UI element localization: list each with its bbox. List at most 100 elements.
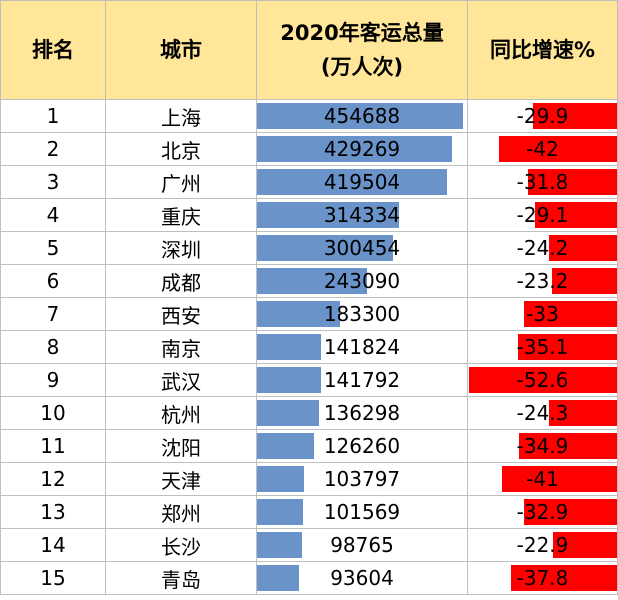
volume-bar xyxy=(257,466,304,492)
table-body: 1 上海 454688 -29.9 2 北京 429269 -42 3 广州 419504 -31.8… xyxy=(0,99,618,595)
growth-cell: -23.2 xyxy=(467,264,618,298)
volume-bar xyxy=(257,202,400,228)
table-row: 1 上海 454688 -29.9 xyxy=(0,99,618,133)
rank-cell: 1 xyxy=(0,99,106,133)
volume-value: 454688 xyxy=(323,104,401,128)
volume-value: 98765 xyxy=(330,533,394,557)
volume-value: 136298 xyxy=(323,401,401,425)
volume-cell: 126260 xyxy=(256,429,468,463)
rank-cell: 2 xyxy=(0,132,106,166)
city-cell: 成都 xyxy=(105,264,257,298)
header-volume-line1: 2020年客运总量 xyxy=(280,21,444,45)
volume-cell: 98765 xyxy=(256,528,468,562)
growth-value: -35.1 xyxy=(516,335,569,359)
rank-cell: 12 xyxy=(0,462,106,496)
volume-cell: 136298 xyxy=(256,396,468,430)
growth-cell: -35.1 xyxy=(467,330,618,364)
city-cell: 青岛 xyxy=(105,561,257,595)
volume-value: 101569 xyxy=(323,500,401,524)
volume-value: 243090 xyxy=(323,269,401,293)
growth-bar xyxy=(524,499,617,525)
growth-value: -24.3 xyxy=(516,401,569,425)
growth-cell: -41 xyxy=(467,462,618,496)
volume-value: 183300 xyxy=(323,302,401,326)
header-city: 城市 xyxy=(105,0,257,100)
growth-value: -37.8 xyxy=(516,566,569,590)
growth-value: -22.9 xyxy=(516,533,569,557)
table-row: 13 郑州 101569 -32.9 xyxy=(0,495,618,529)
volume-cell: 243090 xyxy=(256,264,468,298)
growth-cell: -24.3 xyxy=(467,396,618,430)
growth-bar xyxy=(535,202,617,228)
growth-cell: -24.2 xyxy=(467,231,618,265)
volume-cell: 300454 xyxy=(256,231,468,265)
volume-bar xyxy=(257,565,300,591)
city-cell: 南京 xyxy=(105,330,257,364)
growth-cell: -33 xyxy=(467,297,618,331)
growth-cell: -37.8 xyxy=(467,561,618,595)
growth-bar xyxy=(548,235,617,261)
volume-bar xyxy=(257,301,340,327)
growth-value: -24.2 xyxy=(516,236,569,260)
volume-cell: 141792 xyxy=(256,363,468,397)
header-rank: 排名 xyxy=(0,0,106,100)
volume-bar xyxy=(257,433,315,459)
growth-bar xyxy=(552,532,617,558)
rank-cell: 5 xyxy=(0,231,106,265)
city-cell: 广州 xyxy=(105,165,257,199)
city-cell: 上海 xyxy=(105,99,257,133)
growth-value: -33 xyxy=(526,302,559,326)
growth-value: -29.1 xyxy=(516,203,569,227)
growth-value: -52.6 xyxy=(516,368,569,392)
volume-cell: 141824 xyxy=(256,330,468,364)
growth-bar xyxy=(501,466,617,492)
volume-bar xyxy=(257,268,368,294)
volume-bar xyxy=(257,103,463,129)
volume-bar xyxy=(257,532,302,558)
rank-cell: 15 xyxy=(0,561,106,595)
header-growth: 同比增速% xyxy=(467,0,618,100)
growth-cell: -29.9 xyxy=(467,99,618,133)
header-volume: 2020年客运总量 (万人次) xyxy=(256,0,468,100)
volume-cell: 93604 xyxy=(256,561,468,595)
city-cell: 重庆 xyxy=(105,198,257,232)
table-row: 9 武汉 141792 -52.6 xyxy=(0,363,618,397)
volume-cell: 419504 xyxy=(256,165,468,199)
growth-bar xyxy=(498,136,617,162)
rank-cell: 3 xyxy=(0,165,106,199)
volume-value: 103797 xyxy=(323,467,401,491)
table-row: 14 长沙 98765 -22.9 xyxy=(0,528,618,562)
growth-bar xyxy=(518,334,617,360)
table-row: 10 杭州 136298 -24.3 xyxy=(0,396,618,430)
rank-cell: 11 xyxy=(0,429,106,463)
city-cell: 沈阳 xyxy=(105,429,257,463)
growth-value: -34.9 xyxy=(516,434,569,458)
volume-bar xyxy=(257,400,319,426)
volume-cell: 454688 xyxy=(256,99,468,133)
growth-bar xyxy=(551,268,617,294)
rank-cell: 7 xyxy=(0,297,106,331)
volume-cell: 101569 xyxy=(256,495,468,529)
growth-cell: -31.8 xyxy=(467,165,618,199)
city-cell: 杭州 xyxy=(105,396,257,430)
volume-bar xyxy=(257,499,303,525)
volume-cell: 429269 xyxy=(256,132,468,166)
volume-cell: 314334 xyxy=(256,198,468,232)
volume-bar xyxy=(257,367,322,393)
volume-bar xyxy=(257,235,394,261)
city-cell: 深圳 xyxy=(105,231,257,265)
volume-value: 300454 xyxy=(323,236,401,260)
growth-value: -42 xyxy=(526,137,559,161)
header-row: 排名 城市 2020年客运总量 (万人次) 同比增速% xyxy=(0,0,618,100)
growth-bar xyxy=(548,400,617,426)
growth-bar xyxy=(510,565,617,591)
growth-value: -41 xyxy=(526,467,559,491)
growth-bar xyxy=(532,103,617,129)
growth-bar xyxy=(518,433,617,459)
table-row: 7 西安 183300 -33 xyxy=(0,297,618,331)
rank-cell: 9 xyxy=(0,363,106,397)
growth-value: -23.2 xyxy=(516,269,569,293)
city-cell: 长沙 xyxy=(105,528,257,562)
rank-cell: 14 xyxy=(0,528,106,562)
rank-cell: 8 xyxy=(0,330,106,364)
